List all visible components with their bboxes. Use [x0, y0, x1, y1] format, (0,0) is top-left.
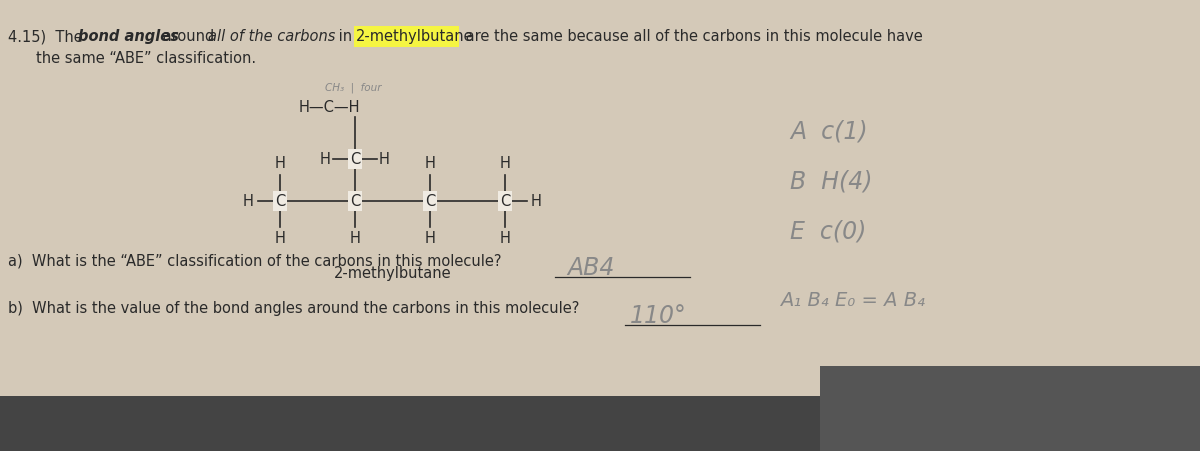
Text: H: H [530, 193, 542, 208]
Text: H: H [244, 193, 254, 208]
Text: C: C [350, 193, 360, 208]
Text: H: H [499, 156, 510, 171]
Text: H: H [320, 152, 331, 166]
Text: H: H [425, 156, 436, 171]
Text: C: C [425, 193, 436, 208]
Text: CH₃  |  four: CH₃ | four [325, 83, 382, 93]
Text: 2-methylbutane: 2-methylbutane [356, 29, 474, 44]
Text: H: H [379, 152, 390, 166]
Text: C: C [275, 193, 286, 208]
Text: in: in [334, 29, 356, 44]
Text: A  c(1): A c(1) [790, 119, 868, 143]
FancyBboxPatch shape [354, 26, 458, 47]
Text: C: C [350, 152, 360, 166]
Text: H: H [275, 156, 286, 171]
Text: E  c(0): E c(0) [790, 219, 866, 243]
Text: C: C [500, 193, 510, 208]
Text: 110°: 110° [630, 304, 686, 328]
Text: H: H [275, 231, 286, 246]
Text: H: H [349, 231, 360, 246]
FancyBboxPatch shape [820, 366, 1200, 451]
Text: H: H [499, 231, 510, 246]
Text: around: around [158, 29, 218, 44]
Text: bond angles: bond angles [78, 29, 179, 44]
Text: 4.15)  The: 4.15) The [8, 29, 88, 44]
Text: are the same because all of the carbons in this molecule have: are the same because all of the carbons … [461, 29, 923, 44]
Text: A₁ B₄ E₀ = A B₄: A₁ B₄ E₀ = A B₄ [780, 291, 925, 310]
Text: 2-methylbutane: 2-methylbutane [334, 266, 451, 281]
Text: all of the carbons: all of the carbons [208, 29, 335, 44]
Text: a)  What is the “ABE” classification of the carbons in this molecule?: a) What is the “ABE” classification of t… [8, 253, 502, 268]
Text: b)  What is the value of the bond angles around the carbons in this molecule?: b) What is the value of the bond angles … [8, 301, 580, 316]
Text: B  H(4): B H(4) [790, 169, 872, 193]
Text: H—C—H: H—C—H [299, 100, 360, 115]
FancyBboxPatch shape [0, 396, 1200, 451]
Text: H: H [425, 231, 436, 246]
Text: AB4: AB4 [568, 256, 614, 280]
Text: the same “ABE” classification.: the same “ABE” classification. [36, 51, 256, 66]
